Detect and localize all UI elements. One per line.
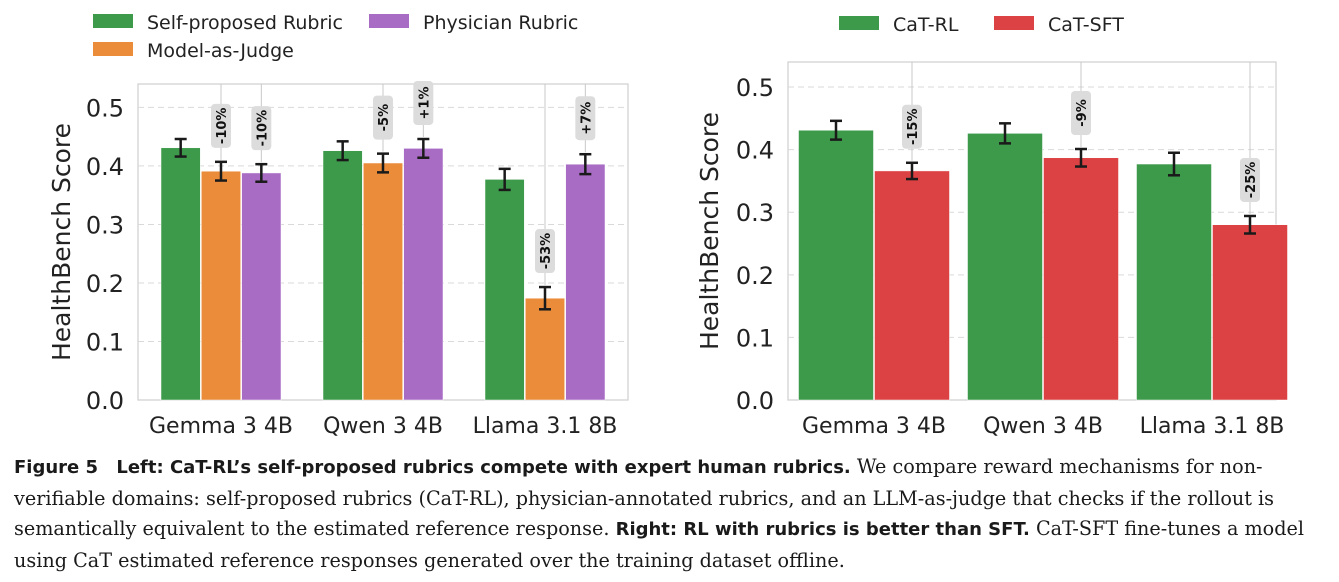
right-annotation-box bbox=[902, 104, 922, 149]
right-ylabel: HealthBench Score bbox=[695, 112, 724, 350]
right-category-label: Gemma 3 4B bbox=[802, 414, 946, 439]
left-bar bbox=[363, 162, 403, 401]
right-annotation-label: -25% bbox=[1244, 162, 1259, 199]
right-ytick-label: 0.5 bbox=[736, 74, 774, 102]
right-annotation-box bbox=[1240, 157, 1260, 202]
left-annotation-label: -10% bbox=[255, 110, 270, 147]
right-bar bbox=[798, 129, 874, 401]
left-legend-label: Physician Rubric bbox=[423, 12, 578, 34]
caption-left-text: We compare reward mechanisms for non-ver… bbox=[14, 455, 1275, 540]
right-category-label: Qwen 3 4B bbox=[983, 414, 1103, 439]
caption-left-title: Left: CaT-RL’s self-proposed rubrics com… bbox=[116, 457, 851, 478]
left-category-label: Gemma 3 4B bbox=[149, 414, 293, 439]
right-chart: 0.0 0.1 0.2 0.3 0.4 0.5 HealthBench Score -15% G… bbox=[695, 14, 1288, 439]
left-annotation-box bbox=[211, 103, 231, 148]
left-legend-label: Model-as-Judge bbox=[147, 40, 294, 62]
caption-right-title: Right: RL with rubrics is better than SF… bbox=[615, 519, 1030, 540]
right-ytick-label: 0.3 bbox=[736, 199, 774, 227]
right-legend-swatch bbox=[839, 16, 879, 30]
left-bar bbox=[403, 148, 444, 401]
left-bar bbox=[160, 147, 201, 401]
left-annotation-label: -53% bbox=[539, 233, 554, 270]
right-legend-swatch bbox=[994, 16, 1034, 30]
left-annotation-label: +7% bbox=[579, 102, 594, 135]
left-legend-swatch bbox=[369, 14, 409, 28]
left-legend-swatch bbox=[93, 14, 133, 28]
left-bar bbox=[565, 163, 606, 401]
figure-label: Figure 5 bbox=[14, 457, 99, 478]
figure-charts: 0.0 0.1 0.2 0.3 0.4 0.5 HealthBench Score -10% -… bbox=[47, 12, 1288, 439]
left-annotation-label: -5% bbox=[377, 104, 392, 131]
right-ytick-label: 0.0 bbox=[736, 387, 774, 415]
right-bar bbox=[967, 133, 1043, 401]
left-bar bbox=[322, 150, 363, 401]
left-bar bbox=[241, 172, 282, 401]
left-ytick-label: 0.4 bbox=[86, 153, 124, 181]
left-bar bbox=[201, 170, 241, 401]
right-annotation-label: -15% bbox=[906, 109, 921, 146]
left-annotation-box bbox=[535, 229, 555, 274]
right-ytick-label: 0.4 bbox=[736, 137, 774, 165]
left-category-label: Llama 3.1 8B bbox=[473, 414, 618, 439]
right-bar bbox=[1212, 224, 1288, 401]
right-annotation-box bbox=[1071, 91, 1091, 136]
right-ytick-label: 0.2 bbox=[736, 262, 774, 290]
left-legend-label: Self-proposed Rubric bbox=[147, 12, 343, 34]
left-ytick-label: 0.1 bbox=[86, 328, 124, 356]
right-ytick-label: 0.1 bbox=[736, 324, 774, 352]
right-legend-label: CaT-RL bbox=[893, 14, 959, 36]
right-category-label: Llama 3.1 8B bbox=[1140, 414, 1285, 439]
left-annotation-label: +1% bbox=[417, 87, 432, 120]
left-ytick-label: 0.5 bbox=[86, 94, 124, 122]
left-bar bbox=[484, 179, 525, 401]
figure-caption: Figure 5 Left: CaT-RL’s self-proposed ru… bbox=[14, 452, 1326, 576]
left-ytick-label: 0.3 bbox=[86, 211, 124, 239]
left-annotation-box bbox=[575, 96, 596, 141]
caption-right-text: CaT-SFT fine-tunes a model using CaT est… bbox=[14, 517, 1304, 572]
right-bar bbox=[1136, 163, 1212, 401]
left-chart: 0.0 0.1 0.2 0.3 0.4 0.5 HealthBench Score -10% -… bbox=[47, 12, 629, 439]
right-annotation-label: -9% bbox=[1075, 99, 1090, 126]
right-bar bbox=[1043, 157, 1119, 401]
left-bar bbox=[525, 297, 565, 401]
left-legend-swatch bbox=[93, 42, 133, 56]
left-annotation-box bbox=[413, 81, 434, 126]
left-ytick-label: 0.2 bbox=[86, 270, 124, 298]
right-legend-label: CaT-SFT bbox=[1048, 14, 1124, 36]
left-ylabel: HealthBench Score bbox=[47, 123, 76, 361]
right-bar bbox=[874, 170, 950, 401]
left-ytick-label: 0.0 bbox=[86, 387, 124, 415]
left-annotation-box bbox=[373, 95, 393, 140]
left-annotation-box bbox=[251, 106, 272, 151]
left-category-label: Qwen 3 4B bbox=[323, 414, 443, 439]
left-annotation-label: -10% bbox=[215, 108, 230, 145]
